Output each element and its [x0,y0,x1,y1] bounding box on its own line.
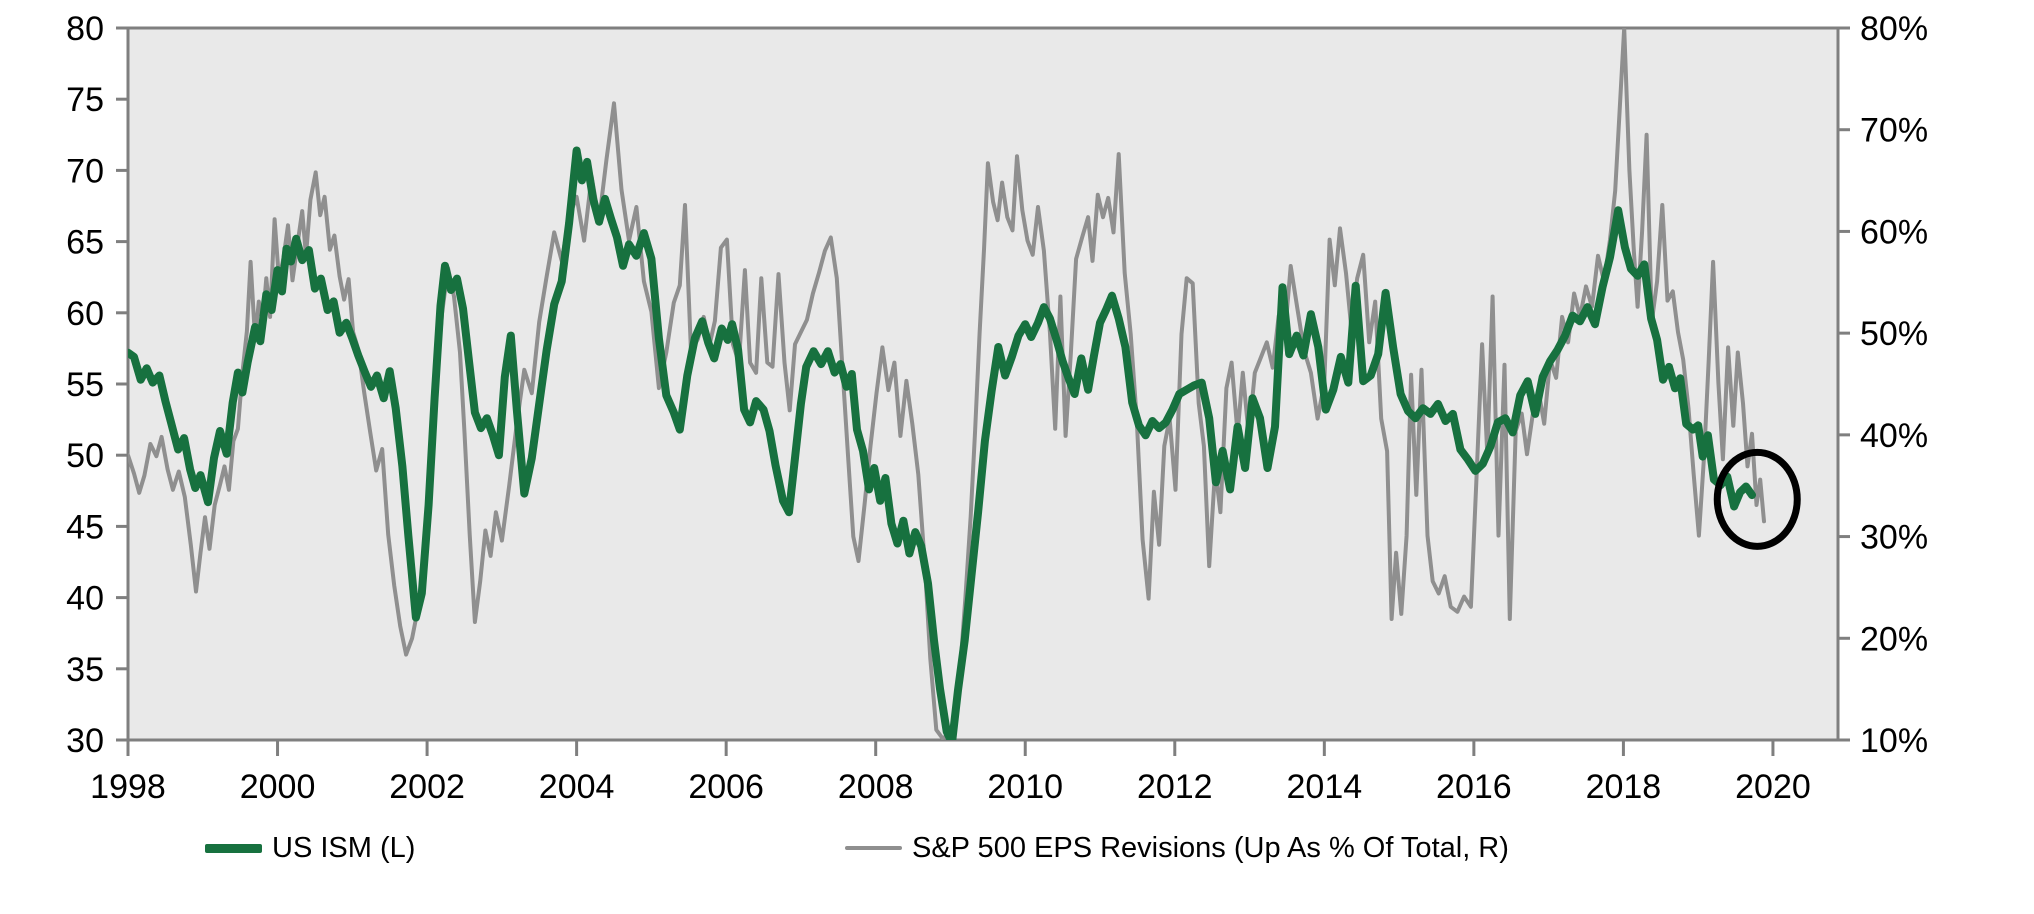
left-axis-tick-label: 50 [66,437,104,475]
legend-item-ism: US ISM (L) [205,828,415,868]
left-axis-tick-label: 65 [66,224,104,262]
left-axis-tick-label: 80 [66,10,104,48]
x-axis-tick-label: 2006 [688,768,764,806]
x-axis-tick-label: 2012 [1137,768,1213,806]
left-axis-tick-label: 45 [66,508,104,546]
eps-revisions-line [128,28,1766,740]
right-axis-tick-label: 30% [1860,519,1928,557]
x-axis-tick-label: 2000 [240,768,316,806]
left-axis-tick-label: 70 [66,152,104,190]
right-axis-tick-label: 80% [1860,10,1928,48]
x-axis-tick-label: 1998 [90,768,166,806]
x-axis-tick-label: 2018 [1586,768,1662,806]
plot-area [126,26,1840,742]
x-axis-tick-label: 2020 [1735,768,1811,806]
x-axis-tick-label: 2004 [539,768,615,806]
x-axis-tick-label: 2014 [1287,768,1363,806]
left-axis-tick-label: 30 [66,722,104,760]
ism-line [128,146,1756,740]
legend-item-eps-revisions: S&P 500 EPS Revisions (Up As % Of Total,… [845,828,1509,868]
x-axis-tick-label: 2016 [1436,768,1512,806]
left-axis-tick-label: 75 [66,81,104,119]
left-axis-tick-label: 35 [66,651,104,689]
right-axis-tick-label: 50% [1860,315,1928,353]
right-axis-tick-label: 10% [1860,722,1928,760]
right-axis-tick-label: 20% [1860,620,1928,658]
x-axis-tick-label: 2002 [389,768,465,806]
ism-line-sample [205,843,262,853]
legend-label-eps-revisions: S&P 500 EPS Revisions (Up As % Of Total,… [912,831,1509,864]
x-axis-tick-label: 2010 [987,768,1063,806]
right-axis-tick-label: 70% [1860,112,1928,150]
chart-legend: US ISM (L) S&P 500 EPS Revisions (Up As … [0,828,2034,868]
eps-revisions-line-sample [845,846,902,850]
left-axis-tick-label: 60 [66,295,104,333]
left-axis-tick-label: 40 [66,580,104,618]
left-axis-tick-label: 55 [66,366,104,404]
highlight-circle-annotation [1713,448,1801,550]
legend-label-ism: US ISM (L) [272,831,416,864]
right-axis-tick-label: 40% [1860,417,1928,455]
right-axis-tick-label: 60% [1860,213,1928,251]
x-axis-tick-label: 2008 [838,768,914,806]
